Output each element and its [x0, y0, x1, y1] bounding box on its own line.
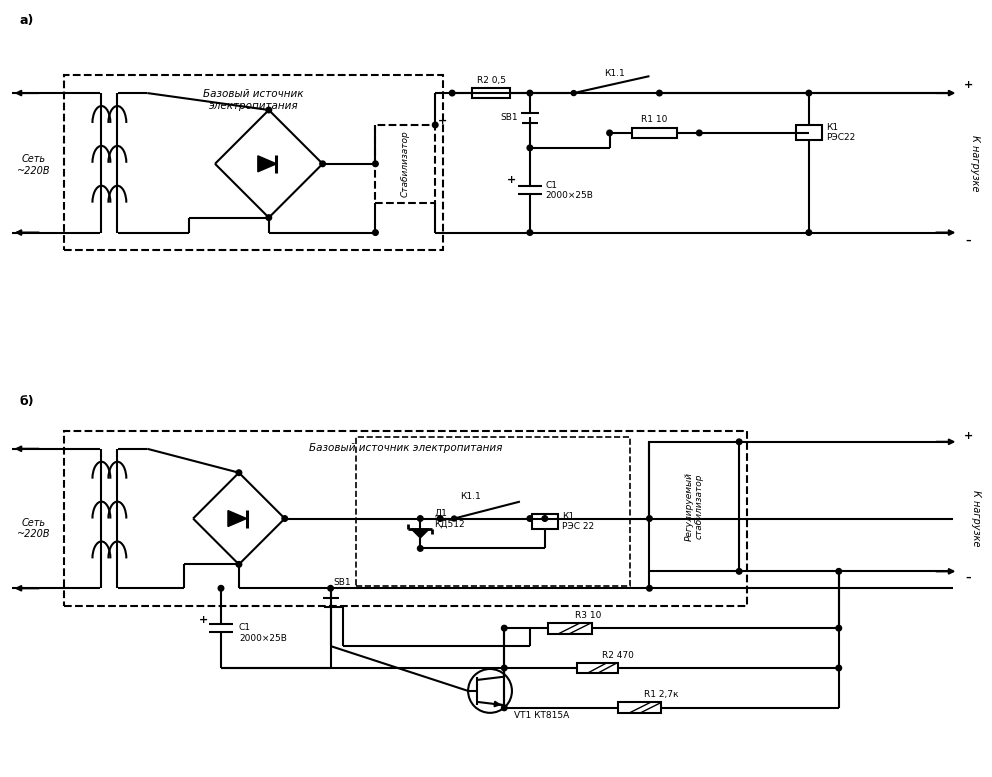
Text: К1: К1 — [825, 124, 838, 132]
Text: R2 470: R2 470 — [602, 650, 634, 660]
Circle shape — [502, 665, 507, 671]
Bar — [632, 128, 677, 138]
Text: R1 2,7к: R1 2,7к — [645, 691, 679, 699]
Circle shape — [527, 145, 533, 151]
Text: R1 10: R1 10 — [641, 116, 668, 124]
Text: +: + — [507, 176, 517, 185]
Text: Регулируемый
стабилизатор: Регулируемый стабилизатор — [684, 472, 704, 541]
Circle shape — [607, 130, 612, 136]
Text: К нагрузке: К нагрузке — [970, 134, 980, 191]
Circle shape — [236, 470, 242, 476]
Text: SB1: SB1 — [333, 578, 351, 587]
Text: +: + — [198, 615, 207, 625]
Text: Д1
КД512: Д1 КД512 — [434, 509, 465, 528]
Text: –: – — [965, 235, 971, 246]
Bar — [63, 431, 747, 606]
Bar — [375, 125, 435, 203]
Circle shape — [236, 562, 242, 567]
Text: C1
2000×25В: C1 2000×25В — [239, 623, 287, 643]
Circle shape — [373, 161, 378, 166]
Text: Стабилизатор: Стабилизатор — [401, 131, 410, 197]
Circle shape — [806, 230, 811, 235]
Text: –: – — [965, 573, 971, 582]
Text: К нагрузке: К нагрузке — [971, 490, 981, 547]
Bar — [471, 88, 511, 98]
Text: К1.1: К1.1 — [459, 492, 480, 501]
Bar — [548, 622, 591, 633]
Text: б): б) — [20, 395, 35, 409]
Text: SB1: SB1 — [500, 113, 518, 123]
Circle shape — [657, 90, 663, 96]
Circle shape — [836, 665, 841, 671]
Circle shape — [736, 439, 742, 444]
Circle shape — [437, 516, 443, 521]
Bar — [532, 514, 558, 529]
Bar — [576, 663, 618, 674]
Circle shape — [502, 625, 507, 631]
Circle shape — [527, 90, 533, 96]
Circle shape — [266, 214, 272, 221]
Polygon shape — [412, 529, 430, 538]
Text: R3 10: R3 10 — [574, 611, 601, 620]
Circle shape — [266, 107, 272, 113]
Text: VT1 КТ815А: VT1 КТ815А — [514, 711, 569, 720]
Circle shape — [218, 586, 224, 591]
Text: +: + — [437, 116, 446, 126]
Text: +: + — [963, 80, 973, 90]
Circle shape — [836, 569, 841, 574]
Circle shape — [449, 90, 455, 96]
Circle shape — [319, 161, 325, 166]
Bar — [63, 75, 443, 250]
Text: R2 0,5: R2 0,5 — [476, 75, 506, 85]
Text: РЭС22: РЭС22 — [825, 134, 855, 142]
Bar — [355, 437, 630, 587]
Text: а): а) — [20, 14, 34, 27]
Text: К1: К1 — [561, 512, 574, 521]
Text: Базовый источник электропитания: Базовый источник электропитания — [309, 443, 502, 453]
Circle shape — [418, 516, 423, 521]
Circle shape — [647, 516, 652, 521]
Text: Базовый источник
электропитания: Базовый источник электропитания — [203, 89, 304, 110]
Circle shape — [433, 122, 438, 127]
Text: К1.1: К1.1 — [604, 68, 625, 78]
Circle shape — [696, 130, 702, 136]
Text: Сеть
~220В: Сеть ~220В — [17, 517, 51, 539]
Polygon shape — [258, 156, 277, 172]
Circle shape — [542, 516, 548, 521]
Bar — [796, 125, 821, 141]
Circle shape — [806, 90, 811, 96]
Text: Сеть
~220В: Сеть ~220В — [17, 154, 51, 176]
Bar — [650, 442, 739, 571]
Circle shape — [418, 545, 423, 551]
Circle shape — [647, 586, 652, 591]
Circle shape — [527, 230, 533, 235]
Polygon shape — [228, 510, 247, 527]
Circle shape — [502, 705, 507, 711]
Circle shape — [373, 230, 378, 235]
Circle shape — [451, 516, 456, 521]
Circle shape — [736, 569, 742, 574]
Text: РЭС 22: РЭС 22 — [561, 522, 594, 531]
Circle shape — [282, 516, 288, 521]
Circle shape — [571, 91, 576, 96]
Text: +: + — [963, 430, 973, 441]
Circle shape — [836, 625, 841, 631]
Bar — [618, 702, 662, 713]
Circle shape — [327, 586, 333, 591]
Circle shape — [527, 516, 533, 521]
Text: C1
2000×25В: C1 2000×25В — [546, 180, 593, 200]
